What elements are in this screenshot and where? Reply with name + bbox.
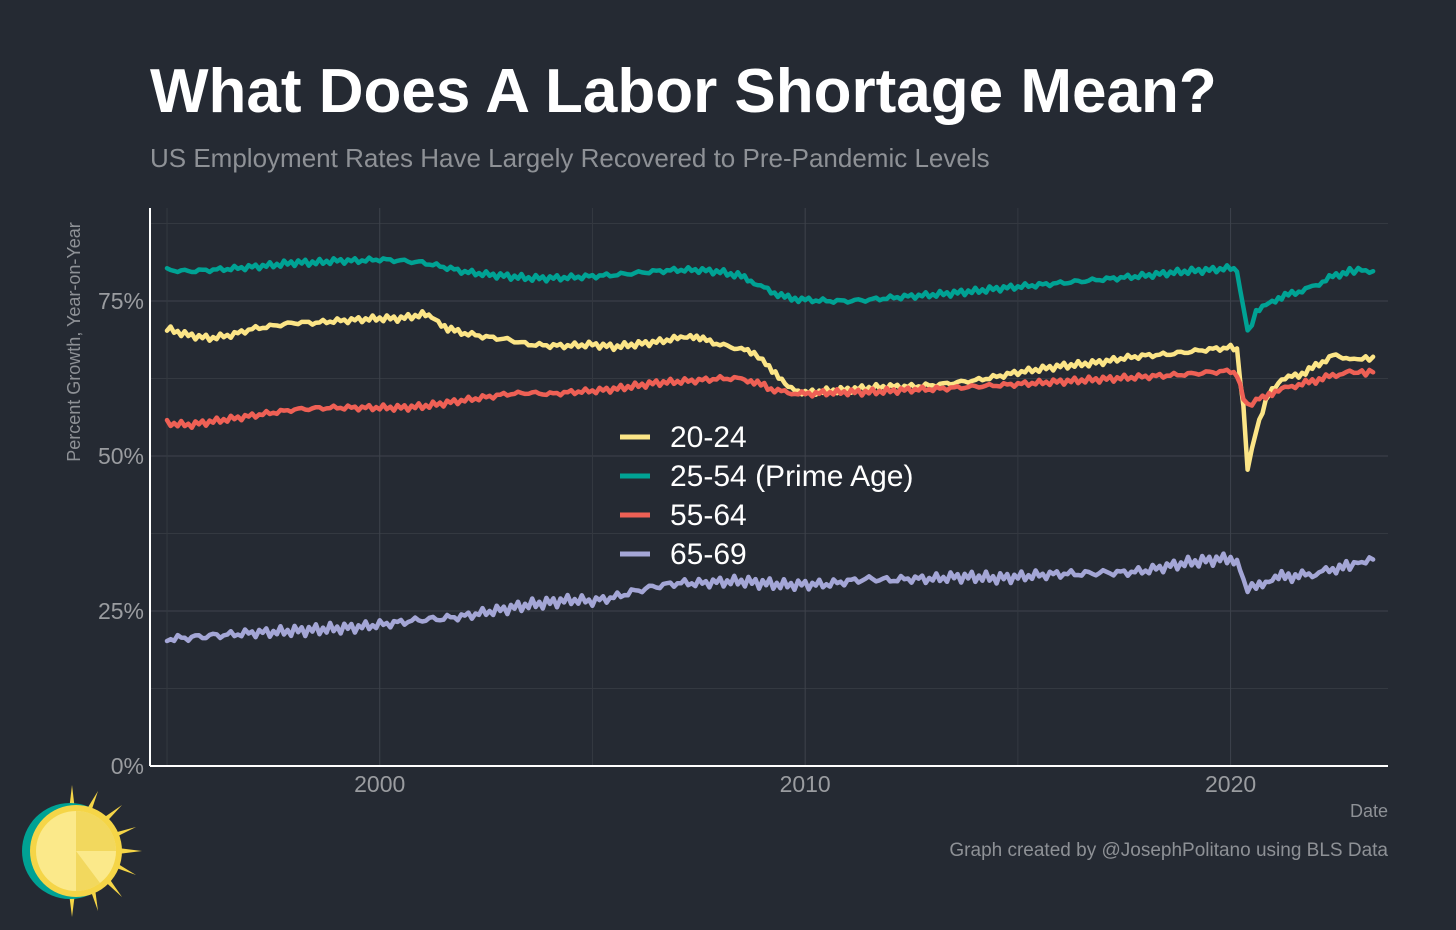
series-line-3 (164, 367, 1376, 431)
series-line-1 (164, 309, 1376, 472)
sun-logo-icon (22, 785, 142, 917)
y-tick-label: 50% (98, 443, 144, 469)
x-tick-label: 2000 (354, 771, 405, 797)
axes (149, 208, 1388, 767)
tick-labels: 0% 25% 50% 75% 2000 2010 2020 (98, 288, 1256, 797)
series-line-2 (164, 255, 1376, 333)
y-tick-label: 0% (111, 753, 144, 779)
legend-label: 25-54 (Prime Age) (670, 460, 913, 493)
legend-label: 55-64 (670, 499, 747, 532)
legend-label: 20-24 (670, 421, 747, 454)
x-tick-label: 2010 (780, 771, 831, 797)
gridlines (150, 208, 1388, 767)
x-tick-label: 2020 (1205, 771, 1256, 797)
legend: 20-24 25-54 (Prime Age) 55-64 65-69 (620, 421, 913, 571)
legend-label: 65-69 (670, 538, 747, 571)
chart-subtitle: US Employment Rates Have Largely Recover… (150, 143, 990, 173)
y-tick-label: 75% (98, 288, 144, 314)
source-credit: Graph created by @JosephPolitano using B… (949, 840, 1388, 861)
y-axis-label: Percent Growth, Year-on-Year (64, 222, 84, 461)
y-tick-label: 25% (98, 598, 144, 624)
chart-title: What Does A Labor Shortage Mean? (150, 57, 1217, 126)
series-line-4 (164, 551, 1376, 644)
x-axis-label: Date (1350, 801, 1388, 821)
series-lines (164, 255, 1376, 644)
